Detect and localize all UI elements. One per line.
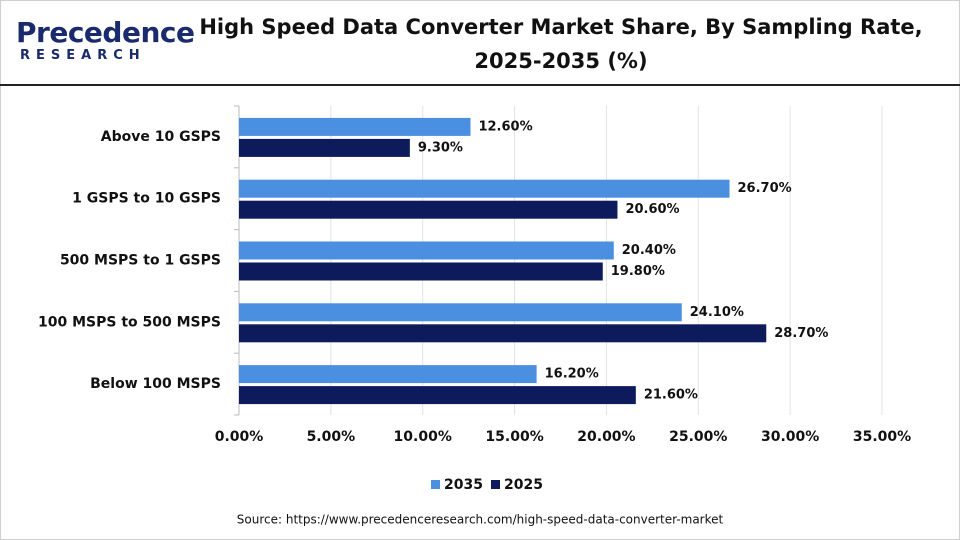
bar [239,138,410,157]
bar [239,324,767,343]
logo-name: Precedence [16,16,195,49]
value-label: 26.70% [738,181,792,196]
x-tick-label: 30.00% [761,429,819,445]
bar [239,262,603,281]
x-tick-label: 15.00% [485,429,543,445]
x-tick-label: 10.00% [394,429,452,445]
value-label: 12.60% [478,119,532,134]
x-tick-label: 5.00% [307,429,356,445]
chart-title: High Speed Data Converter Market Share, … [199,15,923,73]
bar [239,200,618,219]
x-tick-label: 0.00% [215,429,264,445]
header-rule [0,84,960,86]
legend-swatch [431,480,440,489]
y-tick-label: Above 10 GSPS [101,129,221,145]
value-label: 21.60% [644,388,698,403]
y-tick-label: 1 GSPS to 10 GSPS [72,191,221,207]
x-tick-label: 35.00% [853,429,911,445]
y-tick-label: Below 100 MSPS [90,376,221,392]
bar [239,365,537,384]
value-label: 28.70% [774,326,828,341]
bar [239,241,614,260]
source-note: Source: https://www.precedenceresearch.c… [237,513,724,527]
y-tick-label: 100 MSPS to 500 MSPS [38,314,221,330]
value-label: 9.30% [418,140,463,155]
bar [239,117,471,136]
legend-label: 2035 [444,477,483,493]
value-label: 19.80% [611,264,665,279]
value-label: 24.10% [690,305,744,320]
value-label: 20.60% [625,202,679,217]
legend-swatch [491,480,500,489]
y-tick-label: 500 MSPS to 1 GSPS [60,253,221,269]
bar [239,386,636,405]
x-tick-label: 25.00% [669,429,727,445]
bar [239,303,682,322]
value-label: 16.20% [545,367,599,382]
legend-label: 2025 [504,477,543,493]
bar [239,179,730,198]
logo-tagline: RESEARCH [20,48,146,63]
x-tick-label: 20.00% [577,429,635,445]
value-label: 20.40% [622,243,676,258]
